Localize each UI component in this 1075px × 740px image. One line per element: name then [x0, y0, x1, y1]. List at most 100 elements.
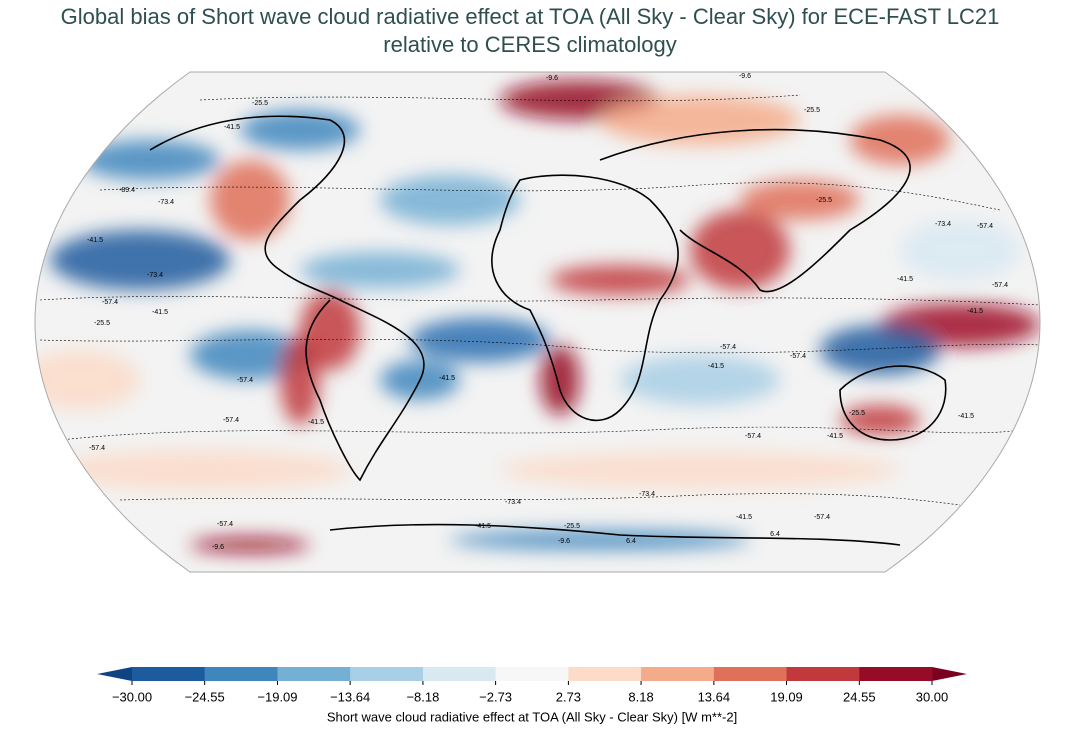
contour-label: -57.4 [102, 299, 118, 306]
colorbar-tick-label: −13.64 [330, 689, 370, 704]
contour-label: -57.4 [217, 521, 233, 528]
colorbar: −30.00 −24.55 −19.09 −13.64 −8.18 −2.73 2.73 8.… [97, 667, 967, 724]
colorbar-bin [568, 667, 642, 681]
colorbar-bin [641, 667, 715, 681]
colorbar-bin [132, 667, 206, 681]
contour-label: -41.5 [897, 276, 913, 283]
contour-label: -41.5 [152, 309, 168, 316]
contour-label: -57.4 [790, 353, 806, 360]
contour-label: -41.5 [475, 523, 491, 530]
field-patch [50, 230, 230, 290]
contour-label: -57.4 [223, 417, 239, 424]
contour-label: -41.5 [708, 363, 724, 370]
field-patch [190, 537, 310, 553]
field-patch [540, 345, 580, 415]
contour-label: -57.4 [745, 433, 761, 440]
colorbar-tick-label: 19.09 [770, 689, 803, 704]
contour-label: -73.4 [639, 491, 655, 498]
field-patch [80, 140, 220, 180]
contour-label: -73.4 [158, 199, 174, 206]
field-patch [300, 290, 360, 370]
colorbar-tick-label: 8.18 [628, 689, 653, 704]
field-patch [380, 175, 520, 225]
field-patch [840, 405, 920, 435]
contour-label: -57.4 [237, 377, 253, 384]
colorbar-tick-label: 30.00 [916, 689, 949, 704]
map: -9.6 -9.6 -25.5 -41.5 -89.4 -73.4 -41.5 -73.4 -5… [35, 72, 1040, 572]
contour-label: -25.5 [816, 197, 832, 204]
field-patch [450, 530, 750, 550]
colorbar-bin [713, 667, 788, 681]
contour-label: -73.4 [935, 221, 951, 228]
contour-label: -25.5 [94, 320, 110, 327]
field-patch [35, 350, 140, 410]
field-patch [900, 220, 1020, 280]
colorbar-bin [859, 667, 933, 681]
contour-label: -9.6 [212, 544, 224, 551]
contour-labels: -9.6 -9.6 -25.5 -41.5 -89.4 -73.4 -41.5 -73.4 -5… [87, 73, 1008, 551]
contour-label: -57.4 [720, 344, 736, 351]
colorbar-tick-label: 2.73 [556, 689, 581, 704]
colorbar-bin [277, 667, 351, 681]
field-patch [690, 210, 790, 290]
contour-label: -25.5 [804, 107, 820, 114]
contour-label: 6.4 [770, 531, 780, 538]
contour-label: -25.5 [252, 100, 268, 107]
colorbar-tick-label: −8.18 [406, 689, 439, 704]
field-patch [500, 452, 900, 488]
contour-label: -57.4 [992, 282, 1008, 289]
contour-label: -41.5 [439, 375, 455, 382]
contour-label: -9.6 [546, 75, 558, 82]
contour-label: -9.6 [558, 538, 570, 545]
field-patch [50, 450, 350, 490]
colorbar-over [932, 667, 967, 681]
contour-label: -41.5 [87, 237, 103, 244]
colorbar-bin [204, 667, 278, 681]
contour-label: -57.4 [89, 445, 105, 452]
field-patch [620, 355, 780, 405]
colorbar-bin [786, 667, 860, 681]
contour-label: -73.4 [505, 499, 521, 506]
contour-label: -41.5 [827, 433, 843, 440]
colorbar-tick-label: 13.64 [698, 689, 731, 704]
map-frame [34, 71, 1041, 573]
field-patch [740, 180, 860, 220]
colorbar-tick-label: −24.55 [185, 689, 225, 704]
contour-label: -57.4 [814, 514, 830, 521]
contour-label: -41.5 [736, 514, 752, 521]
colorbar-tick-label: 24.55 [843, 689, 876, 704]
contour-label: -25.5 [564, 523, 580, 530]
contour-label: -57.4 [977, 223, 993, 230]
contour-label: -25.5 [849, 410, 865, 417]
contour-label: -73.4 [147, 272, 163, 279]
colorbar-tick-label: −19.09 [257, 689, 297, 704]
field-patch [300, 252, 460, 288]
field-patch [600, 95, 800, 145]
contour-lines [39, 94, 1040, 506]
field-patch [820, 325, 940, 375]
colorbar-bin [422, 667, 497, 681]
contour-label: -9.6 [739, 73, 751, 80]
field-patch [280, 335, 320, 425]
field-patch [190, 330, 310, 380]
field-patch [550, 265, 690, 295]
colorbar-tick-label: −2.73 [479, 689, 512, 704]
contour-label: -41.5 [958, 413, 974, 420]
contour-label: 6.4 [626, 538, 636, 545]
colorbar-label: Short wave cloud radiative effect at TOA… [327, 709, 737, 724]
field [35, 80, 1040, 553]
contour-label: -89.4 [119, 187, 135, 194]
contour-label: -41.5 [224, 124, 240, 131]
title-line: relative to CERES climatology [383, 32, 676, 57]
colorbar-tick-label: −30.00 [112, 689, 152, 704]
contour-label: -41.5 [308, 419, 324, 426]
colorbar-under [97, 667, 132, 681]
contour-label: -41.5 [967, 308, 983, 315]
colorbar-bin [350, 667, 424, 681]
coastlines [149, 115, 947, 546]
colorbar-bin [495, 667, 569, 681]
field-patch [410, 318, 550, 362]
field-patch [850, 115, 950, 165]
field-patch [210, 160, 290, 240]
